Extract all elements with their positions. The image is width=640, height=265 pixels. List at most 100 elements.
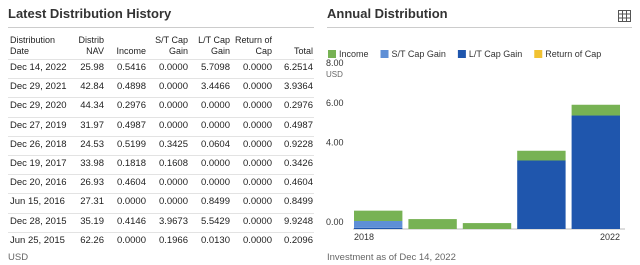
bar-segment [517, 150, 566, 161]
bar-segment [408, 219, 457, 229]
table-cell: 0.0000 [242, 81, 272, 93]
legend-swatch [380, 50, 389, 58]
chart-footnote: Investment as of Dec 14, 2022 [327, 252, 456, 263]
table-cell: 0.1966 [158, 234, 188, 246]
row-rule [8, 174, 314, 176]
bar-segment [571, 115, 620, 229]
table-cell: 0.0000 [158, 177, 188, 189]
table-cell: 44.34 [80, 100, 104, 112]
row-rule [8, 155, 314, 156]
bar-segment [354, 210, 403, 221]
table-cell: 33.98 [80, 158, 104, 169]
table-cell: 0.0000 [200, 177, 230, 189]
legend-swatch [328, 50, 336, 58]
table-cell: 6.2514 [283, 62, 313, 73]
table-cell: 9.9248 [283, 215, 313, 227]
table-cell: 0.8499 [283, 196, 313, 208]
table-cell: 0.0000 [200, 100, 230, 112]
table-cell: 0.0000 [242, 100, 272, 112]
table-cell: Jun 15, 2016 [10, 196, 65, 208]
row-rule [8, 212, 314, 214]
table-cell: Dec 26, 2018 [10, 138, 67, 150]
table-cell: 0.0000 [116, 234, 146, 246]
table-cell: 0.0000 [116, 196, 146, 208]
y-tick-label: 8.00 [326, 58, 344, 68]
table-cell: 0.1608 [158, 158, 188, 169]
table-cell: Dec 19, 2017 [10, 158, 67, 169]
row-rule [8, 97, 314, 99]
table-cell: 0.0000 [158, 119, 188, 131]
bar-segment [354, 220, 403, 228]
row-rule [8, 59, 314, 60]
chart-title: Annual Distribution [327, 6, 448, 21]
table-cell: 0.5416 [116, 62, 146, 73]
y-tick-label: 0.00 [326, 217, 344, 227]
table-cell: 0.0000 [242, 138, 272, 150]
table-cell: Dec 28, 2015 [10, 215, 67, 227]
legend-label: S/T Cap Gain [392, 49, 446, 59]
column-header: Total [293, 46, 313, 56]
row-rule [8, 231, 314, 233]
y-tick-label: 4.00 [326, 138, 344, 148]
column-header: Distribution Date [10, 35, 56, 56]
table-cell: 26.93 [80, 177, 104, 189]
table-cell: 27.31 [80, 196, 104, 208]
bar-segment [517, 160, 566, 229]
legend-label: Income [339, 49, 369, 59]
legend-swatch [534, 50, 543, 58]
table-view-icon[interactable] [618, 10, 631, 22]
bar-segment [571, 104, 620, 116]
table-cell: 0.0000 [242, 62, 272, 73]
x-tick-label: 2022 [600, 232, 620, 242]
table-cell: 0.1818 [116, 158, 146, 169]
column-header: S/T Cap Gain [155, 35, 188, 56]
table-cell: 0.0604 [200, 138, 230, 150]
table-cell: 0.3425 [158, 138, 188, 150]
table-cell: Dec 29, 2021 [10, 81, 67, 93]
table-title: Latest Distribution History [8, 6, 172, 21]
x-tick-label: 2018 [354, 232, 374, 242]
legend-swatch [457, 50, 466, 58]
table-cell: 0.0000 [200, 158, 230, 169]
table-cell: 0.0000 [158, 196, 188, 208]
bar-segment [354, 227, 403, 229]
table-cell: 0.2096 [283, 234, 313, 246]
column-header: Return of Cap [234, 35, 272, 56]
table-cell: 0.4898 [116, 81, 146, 93]
table-cell: 35.19 [80, 215, 104, 227]
table-cell: 3.4466 [200, 81, 230, 93]
table-cell: 0.0000 [242, 177, 272, 189]
column-header: L/T Cap Gain [198, 35, 230, 56]
row-rule [8, 193, 314, 195]
chart: Income S/T Cap Gain L/T Cap Gain Return of … [326, 49, 625, 242]
table-cell: 0.0000 [242, 196, 272, 208]
legend-label: Return of Cap [545, 49, 601, 59]
table-cell: 0.4604 [283, 177, 313, 189]
table-cell: 0.9228 [283, 138, 313, 150]
table-cell: 3.9364 [283, 81, 313, 93]
table-cell: Dec 29, 2020 [10, 100, 67, 112]
table-cell: 0.4987 [283, 119, 313, 131]
bar-segment [462, 223, 512, 229]
table-cell: 0.4987 [116, 119, 146, 131]
table-cell: 0.0000 [158, 62, 188, 73]
table-cell: 25.98 [80, 62, 104, 73]
table-cell: 31.97 [80, 119, 104, 131]
row-rule [8, 78, 314, 80]
table-cell: 42.84 [80, 81, 104, 93]
table-cell: 0.0000 [242, 215, 272, 227]
table-cell: 0.3426 [283, 158, 313, 169]
table-cell: Dec 20, 2016 [10, 177, 67, 189]
table-cell: 62.26 [80, 234, 104, 246]
table-cell: 0.4604 [116, 177, 146, 189]
table-cell: 0.4146 [116, 215, 146, 227]
y-unit: USD [326, 70, 343, 79]
table-cell: 24.53 [80, 138, 104, 150]
table-cell: 0.0000 [158, 81, 188, 93]
title-rule [327, 27, 632, 28]
table-cell: 5.5429 [200, 215, 230, 227]
table-footnote: USD [8, 252, 29, 263]
table-cell: 0.0130 [200, 234, 230, 246]
table-cell: 0.0000 [242, 119, 272, 131]
table-cell: 0.2976 [283, 100, 313, 112]
